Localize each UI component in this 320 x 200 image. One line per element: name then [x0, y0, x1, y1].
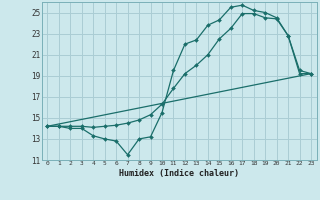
X-axis label: Humidex (Indice chaleur): Humidex (Indice chaleur)	[119, 169, 239, 178]
